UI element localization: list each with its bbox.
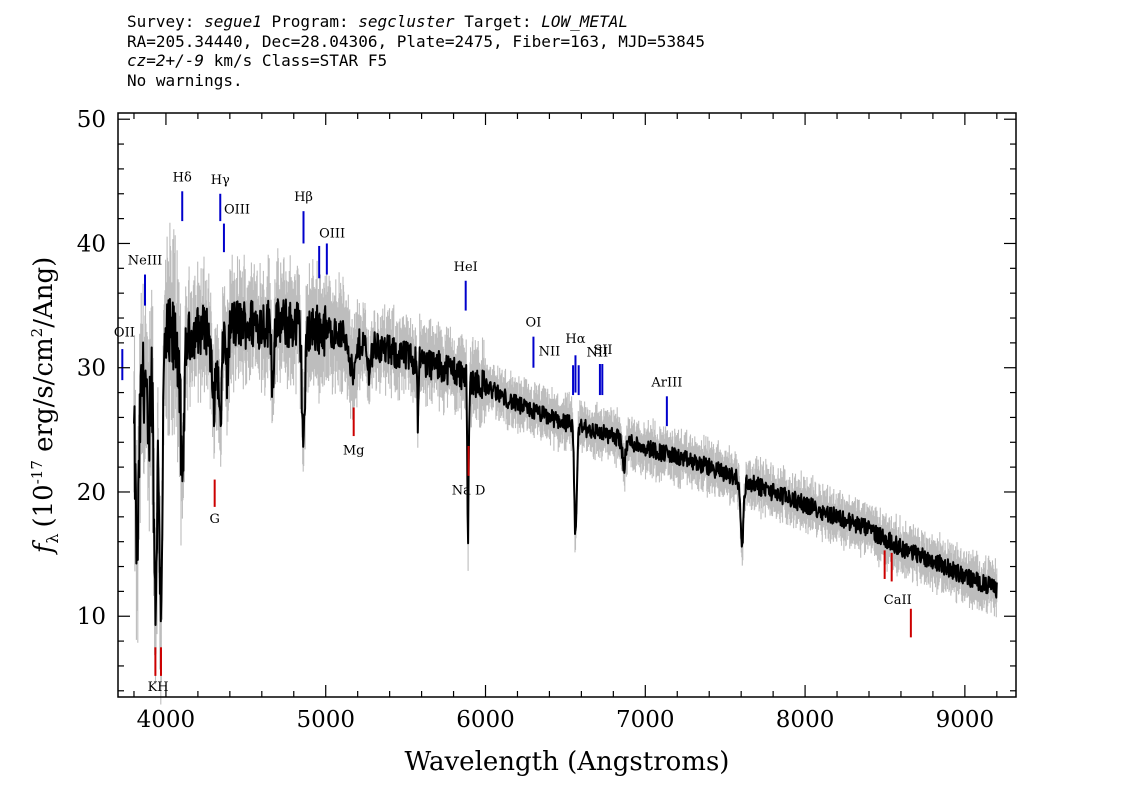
y-tick-label: 40: [77, 231, 106, 257]
spectrum-line: [133, 298, 998, 626]
ylabel-exp2: 2: [28, 328, 46, 338]
emission-line-label: OI: [526, 316, 542, 331]
y-tick-label: 20: [77, 480, 106, 506]
absorption-line-label: KH: [148, 680, 169, 695]
emission-line-label: OII: [114, 326, 135, 341]
emission-line-label: NII: [587, 346, 609, 361]
survey-label: Survey:: [127, 12, 195, 31]
absorption-line-label: CaII: [884, 593, 912, 608]
x-tick-label: 4000: [137, 707, 196, 733]
ylabel-lambda: λ: [43, 534, 62, 544]
header-line-1: Survey: segue1 Program: segcluster Targe…: [127, 12, 705, 32]
emission-line-label: Hγ: [211, 173, 230, 188]
x-tick-label: 5000: [296, 707, 355, 733]
y-tick-label: 50: [77, 107, 106, 133]
y-tick-label: 10: [77, 604, 106, 630]
y-tick-label: 30: [77, 356, 106, 382]
x-tick-label: 8000: [776, 707, 835, 733]
emission-line-label: SII: [593, 343, 612, 358]
survey-value: segue1: [204, 12, 262, 31]
header-line-2: RA=205.34440, Dec=28.04306, Plate=2475, …: [127, 31, 705, 51]
ylabel-exp: -17: [28, 460, 46, 484]
axes-group: 4000 5000 6000 7000 8000 9000 10 20 30 40 50: [77, 107, 1017, 733]
y-axis-title: fλ(10-17 erg/s/cm2/Ang): [28, 257, 62, 556]
emission-line-label: ArIII: [650, 375, 682, 390]
absorption-line-label: Na D: [452, 483, 486, 498]
program-value: segcluster: [358, 12, 455, 31]
absorption-line-label: G: [209, 512, 219, 527]
target-value: LOW_METAL: [541, 12, 628, 31]
spectrum-header: Survey: segue1 Program: segcluster Targe…: [127, 12, 705, 90]
emission-line-label: NII: [539, 344, 561, 359]
x-tick-label: 9000: [936, 707, 995, 733]
ylabel-mid: erg/s/cm: [29, 337, 59, 460]
x-tick-label: 6000: [456, 707, 515, 733]
x-tick-label: 7000: [616, 707, 675, 733]
header-line-3: cz=2+/-9 km/s Class=STAR F5: [127, 51, 705, 71]
header-line-4: No warnings.: [127, 70, 243, 90]
program-label: Program:: [271, 12, 349, 31]
emission-line-label: Hβ: [294, 190, 313, 205]
ylabel-prefix: (10: [29, 484, 59, 527]
emission-line-label: NeIII: [128, 254, 162, 269]
error-band-group: [133, 222, 998, 705]
error-band: [133, 222, 998, 705]
cz-rest: km/s Class=STAR F5: [204, 51, 388, 70]
emission-line-label: Hδ: [173, 170, 192, 185]
emission-line-label: OIII: [224, 203, 250, 218]
x-axis-title: Wavelength (Angstroms): [405, 747, 730, 777]
plot-frame: [117, 112, 1017, 698]
emission-line-label: Hα: [565, 332, 585, 347]
target-label: Target:: [464, 12, 532, 31]
absorption-line-label: Mg: [343, 444, 365, 459]
emission-line-label: OIII: [319, 226, 345, 241]
spectrum-group: [133, 298, 998, 626]
emission-line-label: HeI: [454, 260, 478, 275]
ylabel-suffix: /Ang): [29, 257, 59, 328]
cz-value: cz=2+/-9: [127, 51, 205, 70]
